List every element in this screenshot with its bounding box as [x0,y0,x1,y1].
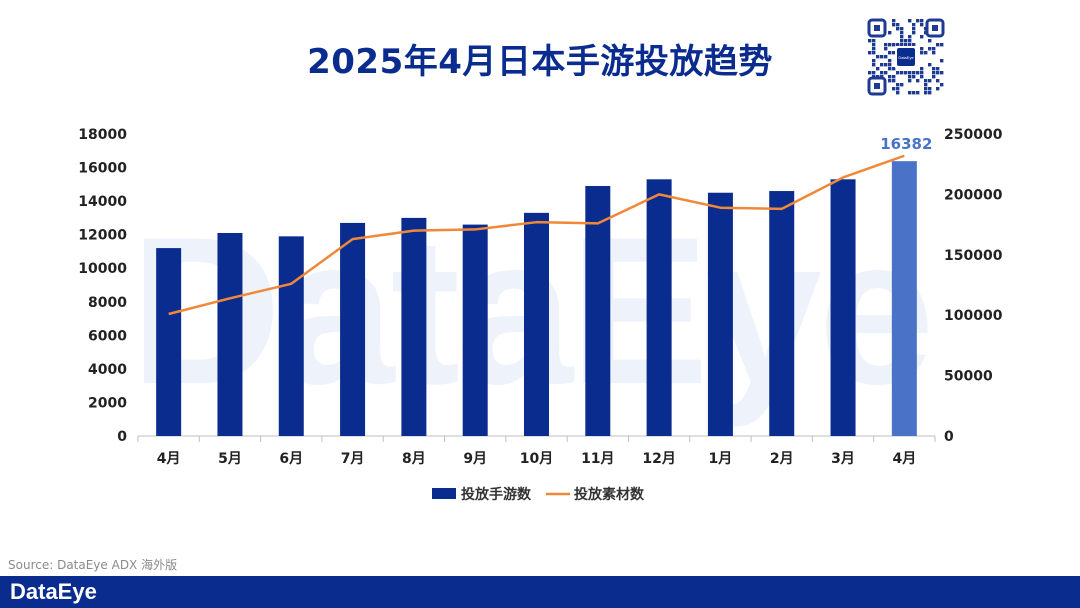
bar [524,212,549,436]
x-axis-tick-label: 5月 [218,451,242,467]
left-axis-tick-label: 14000 [78,194,127,210]
bar [585,186,611,436]
bar [891,161,917,437]
bar [278,236,304,436]
line-series [168,154,905,316]
left-axis-tick-label: 16000 [78,161,127,177]
right-axis-tick-label: 200000 [944,187,1003,203]
left-axis-tick-label: 10000 [78,261,127,277]
left-axis-tick-label: 2000 [88,395,127,411]
x-axis-tick-label: 4月 [157,451,181,467]
legend-label: 投放素材数 [574,486,645,503]
bar [401,217,427,436]
bar [217,232,243,436]
x-axis-tick-label: 6月 [279,451,303,467]
chart: 0 2000 4000 6000 8000 10000 12000 14000 16000 180… [78,127,1003,503]
bar [462,224,488,436]
bar [340,222,366,436]
x-axis-tick-label: 1月 [709,451,733,467]
x-axis-tick-label: 11月 [581,451,614,467]
left-axis-tick-label: 4000 [88,362,127,378]
bar [156,248,182,436]
bar [769,191,795,436]
bar [830,179,856,437]
x-axis-tick-label: 12月 [642,451,675,467]
left-axis-tick-label: 8000 [88,295,127,311]
source-note: Source: DataEye ADX 海外版 [8,558,178,572]
right-axis-tick-label: 50000 [944,369,993,385]
left-axis-tick-label: 0 [117,429,127,445]
left-axis-tick-label: 18000 [78,127,127,143]
left-axis-tick-label: 6000 [88,328,127,344]
legend-label: 投放手游数 [461,486,532,503]
right-axis-tick-label: 100000 [944,308,1003,324]
left-axis-tick-label: 12000 [78,228,127,244]
x-axis-tick-label: 4月 [892,451,916,467]
x-axis-tick-label: 8月 [402,451,426,467]
x-axis-tick-label: 10月 [520,451,553,467]
footer-bar: DataEye [0,576,1080,608]
qr-code-icon: DataEye [866,17,946,97]
x-axis-tick-label: 2月 [770,451,794,467]
data-label: 16382 [880,135,932,153]
page-title: 2025年4月日本手游投放趋势 [307,42,773,82]
right-axis-tick-label: 0 [944,429,954,445]
x-axis-tick-label: 3月 [831,451,855,467]
qr-center-label: DataEye [898,55,914,60]
bar [707,192,733,436]
brand-logo-text: DataEye [10,579,97,604]
legend-swatch-bar [432,488,456,499]
right-axis-tick-label: 150000 [944,248,1003,264]
x-axis-tick-label: 7月 [341,451,365,467]
bar [646,179,672,437]
x-axis-tick-label: 9月 [463,451,487,467]
right-axis-tick-label: 250000 [944,127,1003,143]
